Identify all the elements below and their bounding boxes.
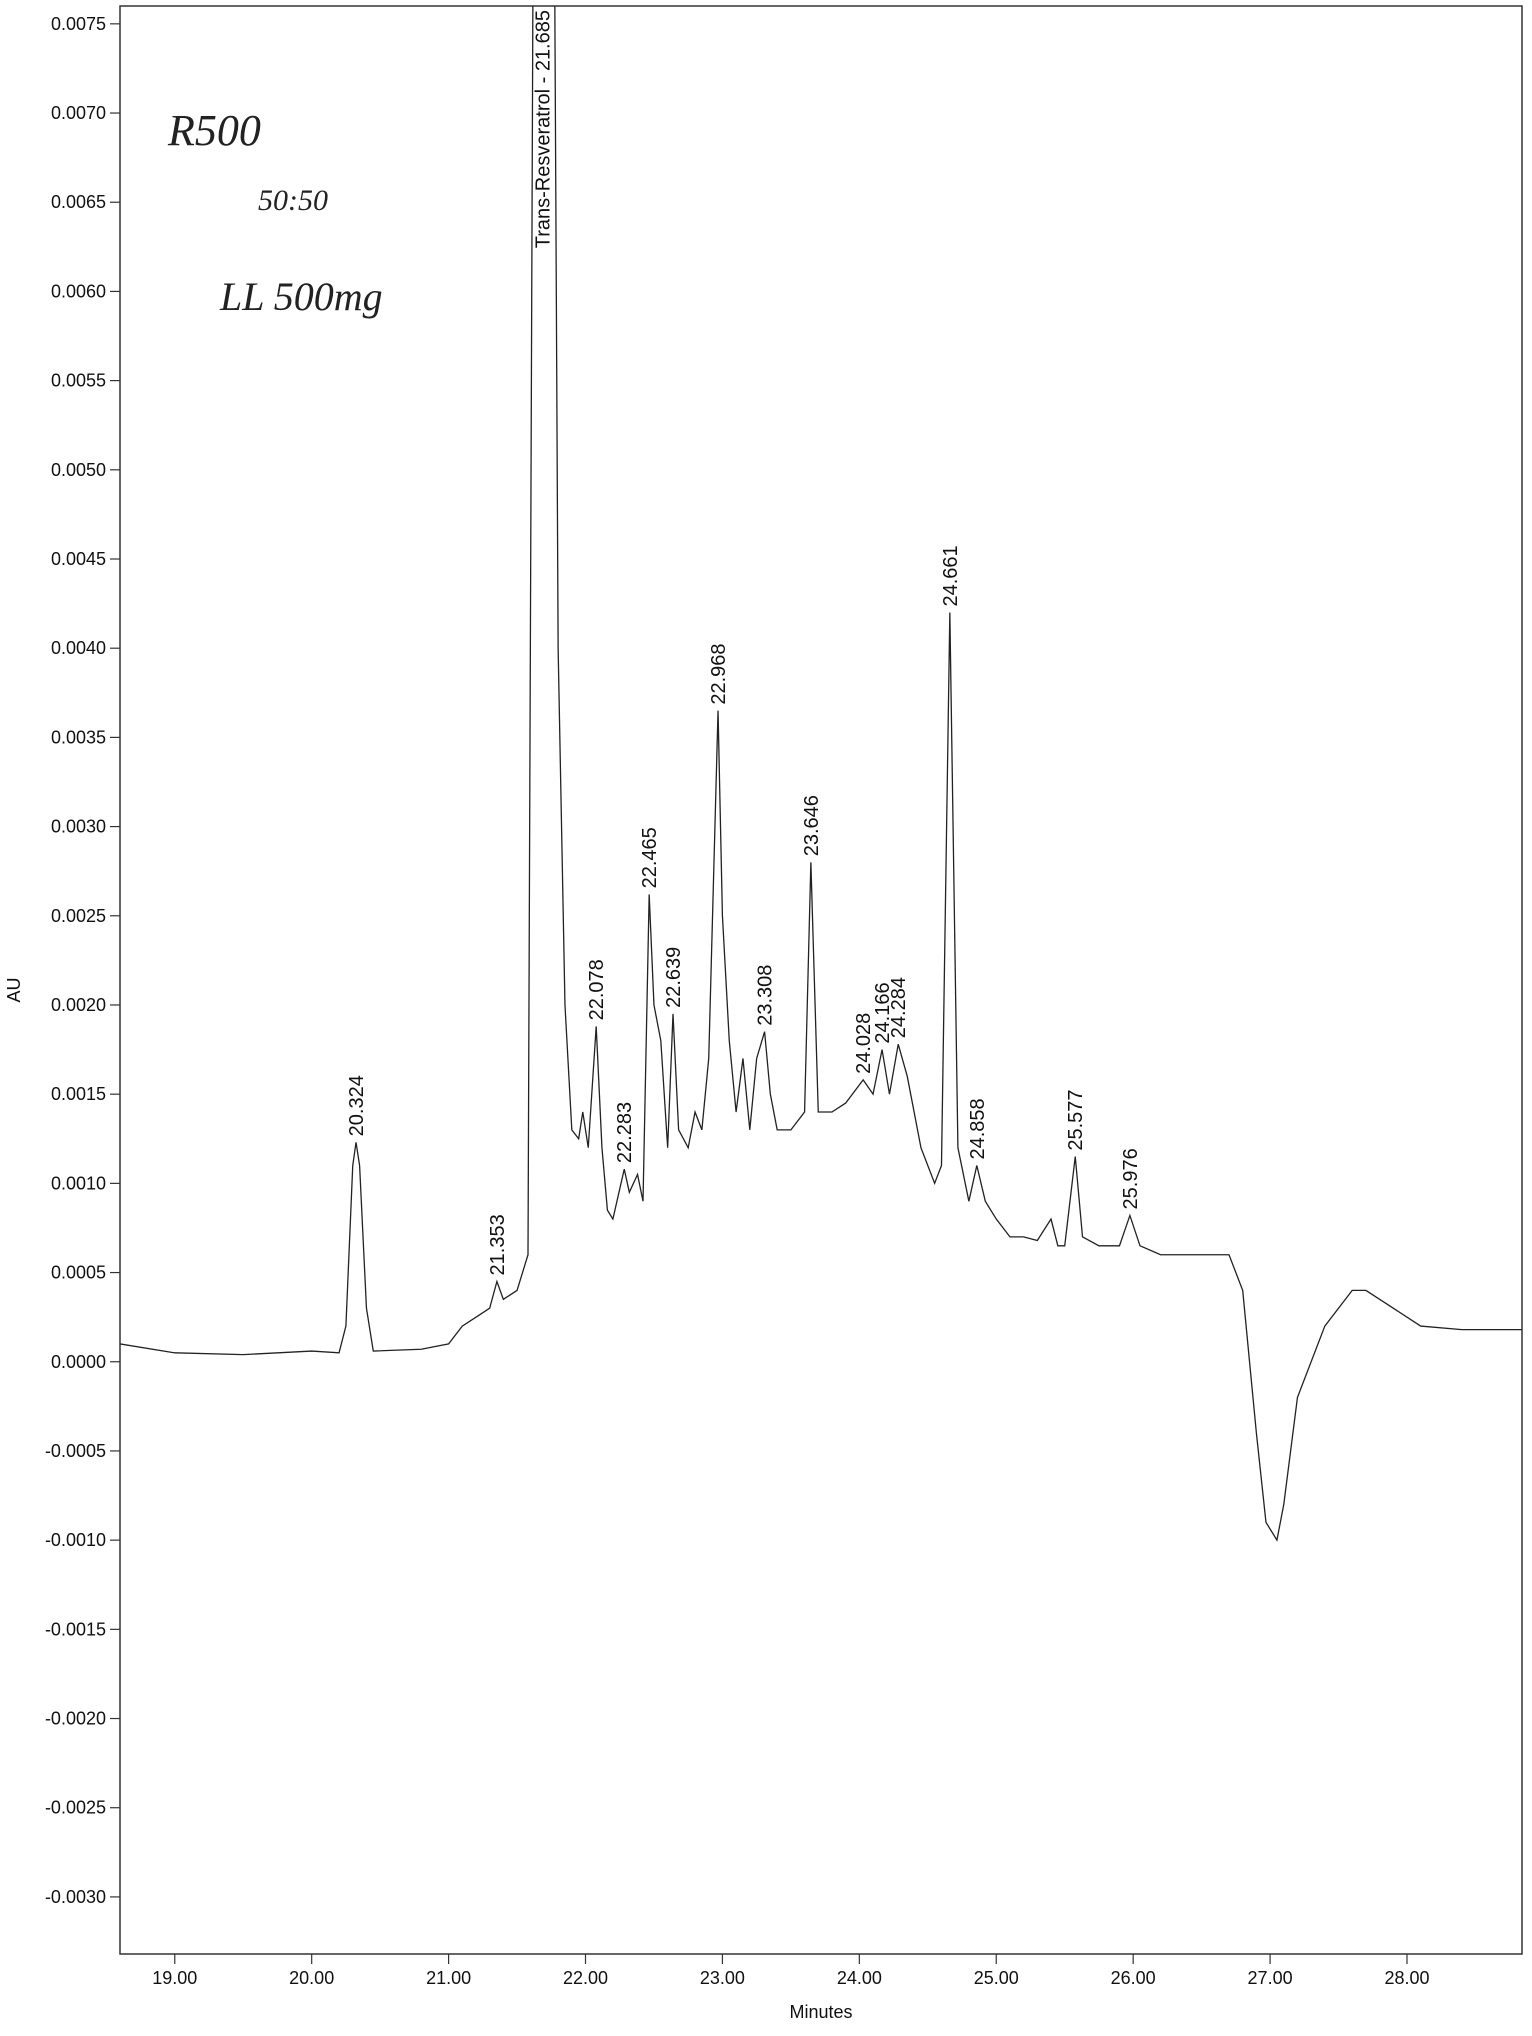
y-tick-label: 0.0055 [51, 371, 106, 391]
peak-label: 22.283 [614, 1102, 636, 1163]
y-tick-label: 0.0060 [51, 281, 106, 301]
y-tick-label: -0.0005 [45, 1441, 106, 1461]
x-axis-label: Minutes [789, 2002, 852, 2022]
handwritten-note: R500 [167, 106, 261, 155]
x-tick-label: 25.00 [974, 1968, 1019, 1988]
y-tick-label: -0.0020 [45, 1709, 106, 1729]
peak-label: 24.166 [872, 982, 894, 1043]
peak-label: 21.353 [487, 1214, 509, 1275]
x-tick-label: 27.00 [1248, 1968, 1293, 1988]
peak-label: 24.284 [888, 977, 910, 1038]
peak-label: 24.028 [853, 1013, 875, 1074]
y-tick-label: 0.0070 [51, 103, 106, 123]
y-tick-label: -0.0030 [45, 1887, 106, 1907]
y-tick-label: 0.0010 [51, 1173, 106, 1193]
x-tick-label: 20.00 [289, 1968, 334, 1988]
peak-label: 22.078 [586, 959, 608, 1020]
trace-line [120, 6, 1522, 1542]
y-tick-label: 0.0075 [51, 14, 106, 34]
y-tick-label: -0.0010 [45, 1530, 106, 1550]
x-tick-label: 28.00 [1384, 1968, 1429, 1988]
y-tick-label: 0.0045 [51, 549, 106, 569]
x-tick-label: 24.00 [837, 1968, 882, 1988]
y-tick-label: 0.0025 [51, 906, 106, 926]
peak-label: 25.577 [1065, 1089, 1087, 1150]
y-tick-label: 0.0065 [51, 192, 106, 212]
x-tick-label: 19.00 [152, 1968, 197, 1988]
handwritten-note: 50:50 [258, 184, 328, 217]
plot-frame [119, 5, 1523, 1955]
y-tick-label: -0.0015 [45, 1619, 106, 1639]
y-tick-label: 0.0030 [51, 817, 106, 837]
peak-label: Trans-Resveratrol - 21.685 [532, 10, 554, 248]
peak-label: 24.858 [967, 1098, 989, 1159]
y-tick-label: 0.0035 [51, 727, 106, 747]
y-tick-label: 0.0050 [51, 460, 106, 480]
peak-label: 22.968 [708, 643, 730, 704]
handwritten-note: LL 500mg [219, 274, 383, 319]
y-tick-label: 0.0005 [51, 1263, 106, 1283]
x-tick-label: 26.00 [1111, 1968, 1156, 1988]
x-tick-label: 23.00 [700, 1968, 745, 1988]
peak-label: 23.308 [755, 965, 777, 1026]
y-tick-label: 0.0015 [51, 1084, 106, 1104]
y-tick-label: 0.0020 [51, 995, 106, 1015]
x-tick-label: 22.00 [563, 1968, 608, 1988]
x-tick-label: 21.00 [426, 1968, 471, 1988]
y-tick-label: 0.0000 [51, 1352, 106, 1372]
peak-label: 23.646 [801, 795, 823, 856]
peak-label: 24.661 [940, 545, 962, 606]
trace-group [120, 6, 1522, 1542]
peak-label: 25.976 [1120, 1148, 1142, 1209]
y-axis-label: AU [4, 977, 24, 1002]
y-tick-label: 0.0040 [51, 638, 106, 658]
y-tick-label: -0.0025 [45, 1798, 106, 1818]
peak-label: 22.465 [639, 827, 661, 888]
peak-label: 20.324 [346, 1075, 368, 1136]
peak-label: 22.639 [663, 947, 685, 1008]
